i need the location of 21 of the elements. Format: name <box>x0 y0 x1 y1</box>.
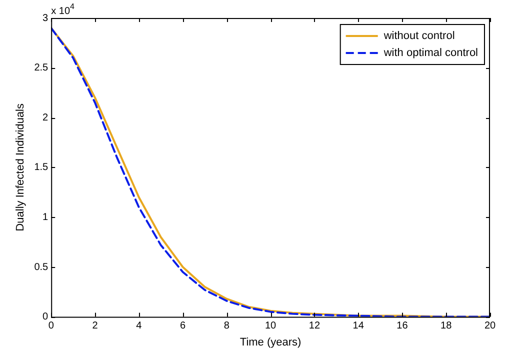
y-tick-label: 2 <box>42 112 49 124</box>
y-tick-label: 3 <box>42 12 49 24</box>
y-tick-label: 0 <box>42 312 49 323</box>
y-tick-label: 1.5 <box>34 162 49 174</box>
x-axis-title: Time (years) <box>240 336 302 348</box>
x-tick-label: 16 <box>396 320 408 332</box>
legend-label: with optimal control <box>382 47 478 60</box>
y-axis-title: Dually Infected Individuals <box>14 103 27 232</box>
y-tick-label: 2.5 <box>34 62 49 74</box>
x-tick-label: 18 <box>440 320 452 332</box>
x-tick-label: 10 <box>264 320 277 332</box>
y-tick-label: 1 <box>42 212 49 223</box>
x-tick-label: 6 <box>180 320 186 332</box>
x-tick-label: 2 <box>92 320 98 332</box>
x-tick-label: 14 <box>352 320 364 332</box>
x-tick-label: 12 <box>308 320 320 332</box>
x-tick-label: 4 <box>136 320 142 332</box>
x-tick-label: 20 <box>484 320 496 332</box>
y-tick-label: 0.5 <box>34 262 49 273</box>
x-tick-label: 8 <box>224 320 230 332</box>
legend-label: without control <box>382 30 455 42</box>
